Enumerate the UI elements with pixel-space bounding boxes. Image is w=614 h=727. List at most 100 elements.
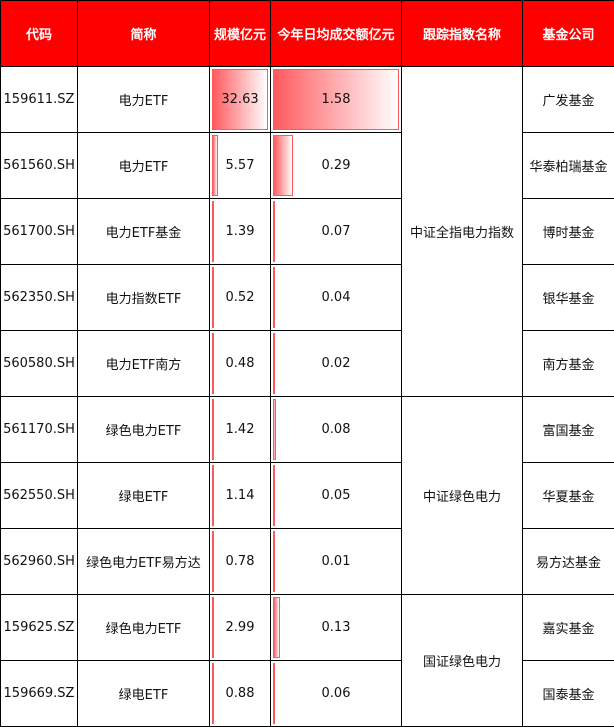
- turnover-value: 0.29: [321, 158, 351, 173]
- company-cell: 南方基金: [522, 330, 614, 397]
- name-cell: 电力ETF: [77, 132, 210, 199]
- code-cell: 562960.SH: [0, 528, 78, 595]
- turnover-bar: [273, 531, 275, 592]
- scale-cell: 1.42: [209, 396, 271, 463]
- code-cell: 560580.SH: [0, 330, 78, 397]
- table-row: 562350.SH 电力指数ETF 0.52 0.04 银华基金: [0, 264, 614, 331]
- header-scale: 规模亿元: [209, 0, 271, 67]
- scale-value: 5.57: [225, 158, 255, 173]
- turnover-value: 0.07: [321, 224, 351, 239]
- turnover-value: 0.01: [321, 554, 351, 569]
- table-row: 561700.SH 电力ETF基金 1.39 0.07 博时基金: [0, 198, 614, 265]
- code-cell: 159669.SZ: [0, 660, 78, 727]
- turnover-cell: 0.13: [270, 594, 402, 661]
- header-code: 代码: [0, 0, 78, 67]
- code-cell: 159611.SZ: [0, 66, 78, 133]
- turnover-cell: 0.07: [270, 198, 402, 265]
- scale-value: 1.39: [225, 224, 255, 239]
- company-cell: 银华基金: [522, 264, 614, 331]
- company-cell: 易方达基金: [522, 528, 614, 595]
- header-index: 跟踪指数名称: [401, 0, 523, 67]
- company-cell: 博时基金: [522, 198, 614, 265]
- code-cell: 561560.SH: [0, 132, 78, 199]
- scale-value: 2.99: [225, 620, 255, 635]
- scale-bar: [212, 531, 214, 592]
- turnover-cell: 0.06: [270, 660, 402, 727]
- code-cell: 562350.SH: [0, 264, 78, 331]
- table-row: 159625.SZ 绿色电力ETF 2.99 0.13 国证绿色电力 嘉实基金: [0, 594, 614, 727]
- scale-bar: [212, 333, 214, 394]
- company-cell: 富国基金: [522, 396, 614, 463]
- company-cell: 华夏基金: [522, 462, 614, 529]
- turnover-cell: 0.04: [270, 264, 402, 331]
- scale-cell: 1.14: [209, 462, 271, 529]
- scale-bar: [212, 663, 214, 724]
- code-cell: 562550.SH: [0, 462, 78, 529]
- turnover-bar: [273, 663, 275, 724]
- turnover-bar: [273, 201, 275, 262]
- name-cell: 绿色电力ETF: [77, 594, 210, 661]
- header-name: 简称: [77, 0, 210, 67]
- name-cell: 绿色电力ETF: [77, 396, 210, 463]
- turnover-bar: [273, 399, 276, 460]
- index-cell: 中证绿色电力: [401, 396, 523, 595]
- turnover-bar: [273, 465, 275, 526]
- scale-bar: [212, 399, 214, 460]
- turnover-cell: 1.58: [270, 66, 402, 133]
- code-cell: 561700.SH: [0, 198, 78, 265]
- scale-cell: 1.39: [209, 198, 271, 265]
- company-cell: 嘉实基金: [522, 594, 614, 661]
- company-cell: 国泰基金: [522, 660, 614, 727]
- scale-bar: [212, 135, 219, 196]
- table-row: 562960.SH 绿色电力ETF易方达 0.78 0.01 易方达基金: [0, 528, 614, 595]
- name-cell: 绿电ETF: [77, 462, 210, 529]
- turnover-bar: [273, 333, 275, 394]
- turnover-bar: [273, 135, 293, 196]
- turnover-value: 0.05: [321, 488, 351, 503]
- turnover-value: 0.02: [321, 356, 351, 371]
- scale-bar: [212, 465, 214, 526]
- turnover-value: 0.13: [321, 620, 351, 635]
- turnover-bar: [273, 267, 275, 328]
- scale-cell: 5.57: [209, 132, 271, 199]
- company-cell: 广发基金: [522, 66, 614, 133]
- turnover-value: 0.04: [321, 290, 351, 305]
- scale-cell: 0.88: [209, 660, 271, 727]
- scale-cell: 2.99: [209, 594, 271, 661]
- turnover-bar: [273, 69, 399, 130]
- code-cell: 159625.SZ: [0, 594, 78, 661]
- turnover-value: 0.06: [321, 686, 351, 701]
- scale-cell: 0.78: [209, 528, 271, 595]
- scale-bar: [212, 69, 268, 130]
- index-cell: 国证绿色电力: [401, 594, 523, 727]
- turnover-value: 0.08: [321, 422, 351, 437]
- scale-bar: [212, 201, 214, 262]
- scale-value: 32.63: [221, 92, 259, 107]
- index-cell: 中证全指电力指数: [401, 66, 523, 397]
- header-row: 代码 简称 规模亿元 今年日均成交额亿元 跟踪指数名称 基金公司: [0, 0, 614, 67]
- scale-cell: 32.63: [209, 66, 271, 133]
- header-company: 基金公司: [522, 0, 614, 67]
- code-cell: 561170.SH: [0, 396, 78, 463]
- turnover-bar: [273, 597, 280, 658]
- scale-value: 0.48: [225, 356, 255, 371]
- table-row: 561170.SH 绿色电力ETF 1.42 0.08 中证绿色电力 富国基金: [0, 396, 614, 595]
- turnover-cell: 0.05: [270, 462, 402, 529]
- turnover-cell: 0.08: [270, 396, 402, 463]
- name-cell: 绿色电力ETF易方达: [77, 528, 210, 595]
- table-row: 159669.SZ 绿电ETF 0.88 0.06 国泰基金: [0, 660, 614, 727]
- scale-value: 0.78: [225, 554, 255, 569]
- scale-cell: 0.52: [209, 264, 271, 331]
- company-cell: 华泰柏瑞基金: [522, 132, 614, 199]
- turnover-value: 1.58: [321, 92, 351, 107]
- scale-value: 1.14: [225, 488, 255, 503]
- table-row: 159611.SZ 电力ETF 32.63 1.58 中证全指电力指数 广发基金: [0, 66, 614, 397]
- name-cell: 电力ETF南方: [77, 330, 210, 397]
- name-cell: 电力指数ETF: [77, 264, 210, 331]
- name-cell: 电力ETF基金: [77, 198, 210, 265]
- scale-value: 0.88: [225, 686, 255, 701]
- scale-value: 0.52: [225, 290, 255, 305]
- table-row: 561560.SH 电力ETF 5.57 0.29 华泰柏瑞基金: [0, 132, 614, 199]
- table-row: 562550.SH 绿电ETF 1.14 0.05 华夏基金: [0, 462, 614, 529]
- turnover-cell: 0.01: [270, 528, 402, 595]
